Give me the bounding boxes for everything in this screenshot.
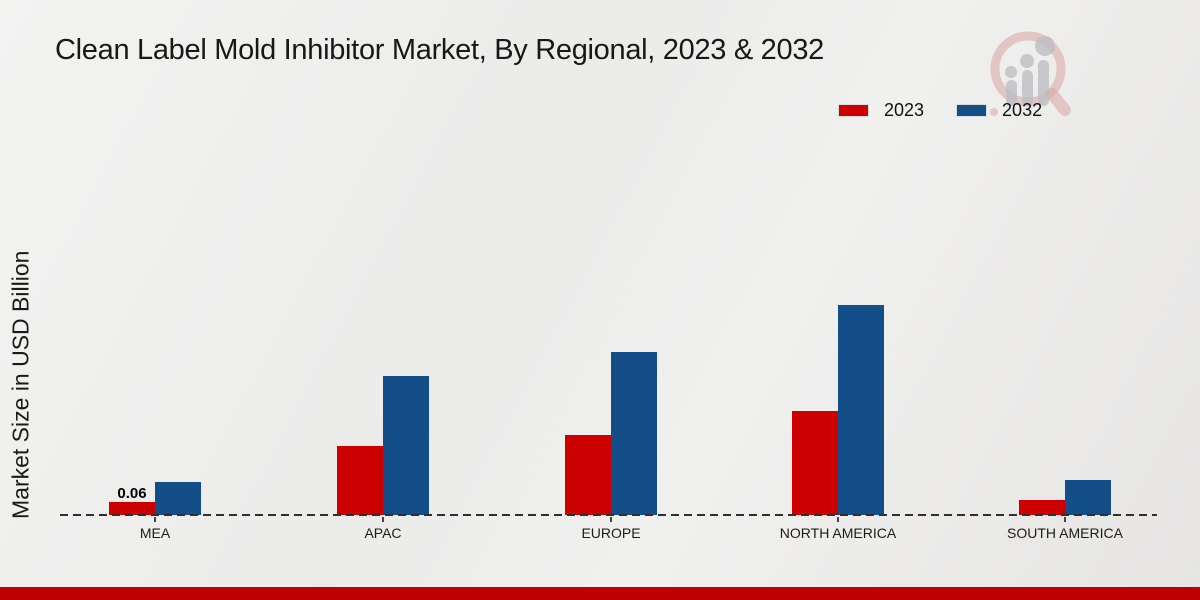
legend-label-2032: 2032 <box>1002 100 1043 120</box>
x-label-apac: APAC <box>364 525 402 541</box>
x-label-europe: EUROPE <box>581 525 641 541</box>
chart-title: Clean Label Mold Inhibitor Market, By Re… <box>55 34 824 66</box>
x-tick-apac <box>382 517 384 522</box>
legend-item-2032: 2032 <box>956 100 1042 121</box>
bar-2023-north-america <box>792 411 838 515</box>
x-tick-europe <box>610 517 612 522</box>
x-label-south-america: SOUTH AMERICA <box>1007 525 1123 541</box>
magnifier-barchart-logo-icon <box>990 31 1071 116</box>
bottom-accent-strip <box>0 587 1200 600</box>
bar-2032-europe <box>611 352 657 515</box>
bar-2032-apac <box>383 376 429 515</box>
x-tick-mea <box>154 517 156 522</box>
x-label-north-america: NORTH AMERICA <box>779 525 897 541</box>
legend-swatch-2032 <box>956 104 988 117</box>
data-label-2023-mea: 0.06 <box>117 485 147 502</box>
bar-2032-south-america <box>1065 480 1111 515</box>
x-axis-baseline <box>60 514 1157 516</box>
bar-2023-europe <box>565 435 611 515</box>
bar-2032-north-america <box>838 305 884 515</box>
bar-2032-mea <box>155 482 201 515</box>
bar-2023-south-america <box>1019 500 1065 515</box>
legend-item-2023: 2023 <box>838 100 924 121</box>
x-tick-north-america <box>837 517 839 522</box>
bar-2023-apac <box>337 446 383 515</box>
x-tick-south-america <box>1064 517 1066 522</box>
legend-label-2023: 2023 <box>884 100 925 120</box>
x-label-mea: MEA <box>139 525 171 541</box>
legend: 2023 2032 <box>838 100 1042 121</box>
legend-swatch-2023 <box>838 104 869 117</box>
bar-2023-mea <box>109 502 155 515</box>
